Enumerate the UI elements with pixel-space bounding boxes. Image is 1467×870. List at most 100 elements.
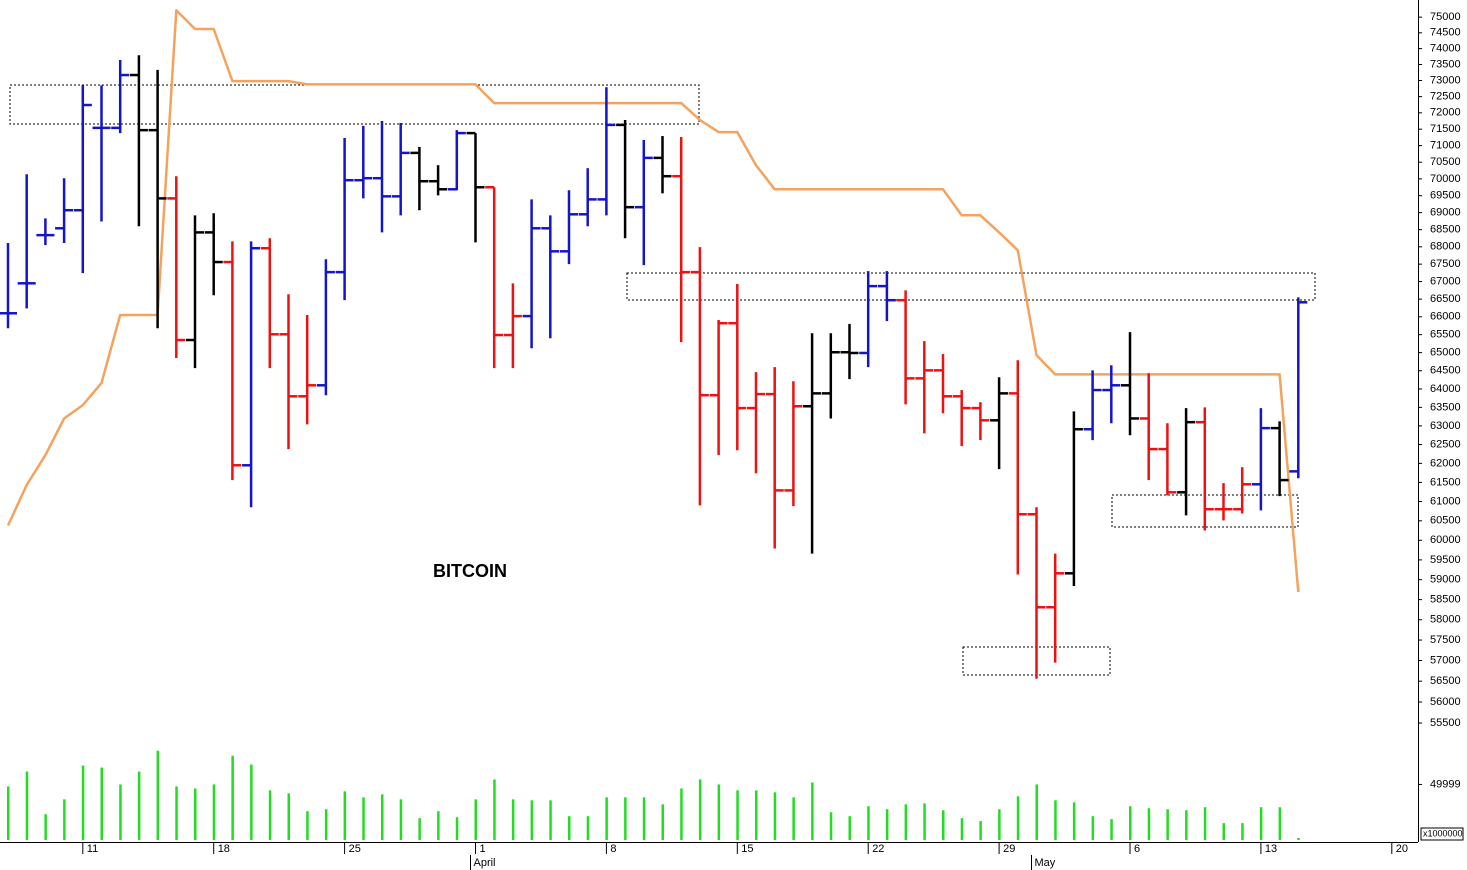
y-tick-label: 70500	[1430, 156, 1461, 168]
volume-bar	[1241, 823, 1244, 840]
volume-bar	[194, 788, 197, 840]
volume-bar	[343, 791, 347, 840]
volume-bar	[680, 788, 683, 840]
y-tick-label: 58500	[1430, 594, 1461, 606]
volume-bar	[885, 809, 889, 840]
y-tick-label: 62500	[1430, 438, 1461, 450]
volume-bar	[437, 811, 440, 840]
y-tick-label: 56000	[1430, 696, 1461, 708]
y-tick-label: 56500	[1430, 675, 1461, 687]
volume-bar	[717, 784, 721, 840]
volume-bar	[624, 797, 627, 840]
y-tick-label: 66000	[1430, 311, 1461, 323]
volume-bar	[848, 816, 851, 840]
volume-bar	[493, 779, 496, 840]
volume-bar	[212, 784, 216, 840]
x-tick-label: 1	[480, 843, 486, 855]
volume-bar	[474, 799, 477, 840]
volume-bar	[698, 779, 702, 840]
volume-bar	[1147, 808, 1151, 840]
y-tick-label: 57500	[1430, 634, 1461, 646]
volume-bar	[530, 800, 534, 840]
volume-bar	[773, 792, 777, 840]
y-tick-label: 75000	[1430, 11, 1461, 23]
volume-bar	[25, 771, 29, 840]
y-tick-label: 69000	[1430, 207, 1461, 219]
x-tick-label: 15	[741, 843, 753, 855]
volume-bar	[605, 797, 608, 840]
volume-bar	[100, 767, 103, 840]
volume-bar	[829, 812, 833, 840]
y-tick-label: 60500	[1430, 515, 1461, 527]
volume-bar	[381, 794, 384, 840]
y-tick-label: 74000	[1430, 43, 1461, 55]
volume-bar	[1054, 800, 1057, 840]
y-tick-label: 70000	[1430, 173, 1461, 185]
volume-bar	[156, 750, 160, 840]
y-tick-label: 57000	[1430, 654, 1461, 666]
volume-bar	[306, 811, 309, 840]
volume-bar	[586, 816, 590, 840]
volume-bar	[81, 765, 85, 840]
volume-bar	[1110, 819, 1113, 840]
volume-bar	[362, 797, 365, 840]
y-tick-label: 67000	[1430, 275, 1461, 287]
volume-bar	[1203, 807, 1207, 840]
volume-bar	[942, 810, 945, 840]
y-tick-label: 72500	[1430, 91, 1461, 103]
y-tick-label: 65500	[1430, 329, 1461, 341]
volume-bar	[1185, 810, 1188, 840]
y-tick-label: 60000	[1430, 534, 1461, 546]
y-tick-label: 67500	[1430, 258, 1461, 270]
stop-line	[6, 9, 1300, 593]
y-tick-label: 71500	[1430, 123, 1461, 135]
volume-bar	[1091, 816, 1095, 840]
y-tick-label: 64500	[1430, 365, 1461, 377]
y-tick-label: 64000	[1430, 383, 1461, 395]
unit-box	[1420, 827, 1464, 841]
volume-unit: x1000000	[1423, 828, 1463, 838]
volume-bar	[455, 817, 459, 840]
x-tick-label: 8	[610, 843, 616, 855]
y-tick-label: 58000	[1430, 614, 1461, 626]
y-tick-label: 61000	[1430, 495, 1461, 507]
volume-bar	[736, 790, 739, 840]
volume-bar	[7, 786, 10, 840]
y-tick-label: 55500	[1430, 717, 1461, 729]
y-tick-label: 73500	[1430, 58, 1461, 70]
volume-bar	[268, 790, 272, 840]
x-tick-label: 20	[1396, 843, 1408, 855]
zone-box	[9, 84, 700, 125]
y-tick-label: 69500	[1430, 190, 1461, 202]
volume-bar	[63, 799, 66, 840]
volume-bar	[1016, 796, 1020, 840]
volume-bar	[418, 818, 421, 840]
month-label: May	[1035, 857, 1056, 869]
y-tick-label: 68000	[1430, 241, 1461, 253]
volume-bar	[979, 821, 982, 840]
volume-bar	[324, 809, 328, 840]
volume-bar	[792, 797, 795, 840]
volume-bar	[44, 814, 47, 840]
volume-bar	[250, 764, 253, 840]
y-tick-label: 73000	[1430, 74, 1461, 86]
volume-bar	[119, 784, 122, 840]
volume-bar	[923, 803, 926, 840]
volume-bar	[399, 799, 403, 840]
volume-bar	[1129, 806, 1132, 840]
volume-bar	[904, 804, 908, 840]
annotation: BITCOIN	[433, 561, 507, 581]
volume-bar	[867, 806, 870, 840]
volume-bar	[642, 797, 646, 840]
zone-box	[626, 272, 1316, 301]
y-tick-label: 62000	[1430, 457, 1461, 469]
volume-bar	[287, 793, 290, 840]
volume-bar	[661, 804, 664, 840]
y-tick-label: 71000	[1430, 140, 1461, 152]
volume-bar	[1259, 807, 1263, 840]
month-label: April	[474, 857, 496, 869]
volume-bar	[549, 800, 552, 840]
x-tick-label: 22	[872, 843, 884, 855]
y-tick-label: 63500	[1430, 401, 1461, 413]
